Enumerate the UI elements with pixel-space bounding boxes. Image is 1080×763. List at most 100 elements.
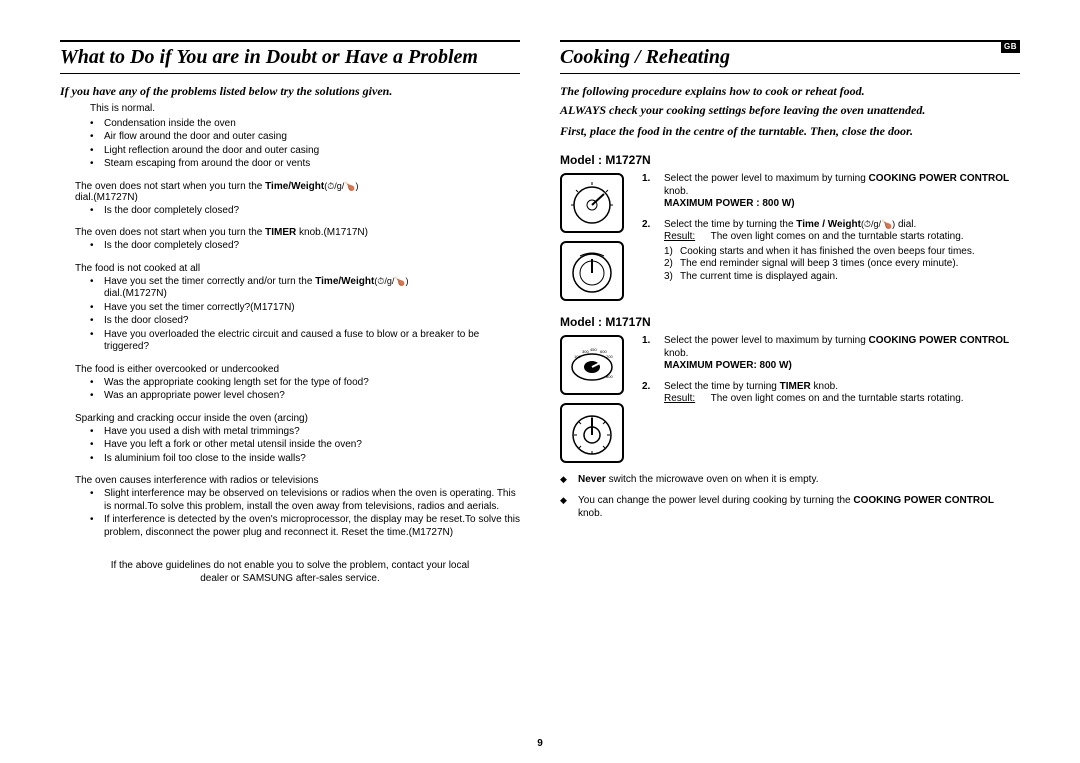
list-item: Is the door closed?: [90, 315, 520, 328]
txt: You can change the power level during co…: [578, 495, 853, 506]
list-item: Slight interference may be observed on t…: [90, 488, 520, 513]
svg-text:300: 300: [582, 349, 589, 354]
right-title: Cooking / Reheating: [560, 46, 1020, 69]
svg-text:700: 700: [606, 354, 613, 359]
group-head: The oven does not start when you turn th…: [75, 181, 520, 203]
power-dial-icon: [560, 173, 624, 233]
power-dial-icon: 100300450600700800: [560, 335, 624, 395]
svg-text:800: 800: [606, 374, 613, 379]
group-head: The food is not cooked at all: [75, 263, 520, 274]
symbol-icon: (⏱/g/🍗): [324, 181, 358, 191]
step-text: Select the power level to maximum by tur…: [664, 173, 1020, 211]
list-item: Was an appropriate power level chosen?: [90, 390, 520, 403]
result-label: Result:: [664, 231, 695, 242]
step-item: 2. Select the time by turning TIMER knob…: [642, 381, 1020, 406]
rule: [560, 40, 1020, 42]
list-item: Steam escaping from around the door or v…: [90, 158, 520, 171]
bold: MAXIMUM POWER : 800 W): [664, 198, 795, 209]
txt: Select the power level to maximum by tur…: [664, 173, 869, 184]
list-item: Condensation inside the oven: [90, 118, 520, 131]
txt: knob.: [664, 348, 688, 359]
txt: dial.(M1727N): [104, 288, 167, 299]
txt: The current time is displayed again.: [680, 271, 838, 282]
note-item: Never switch the microwave oven on when …: [560, 473, 1020, 486]
txt: knob.(M1717N): [296, 227, 368, 238]
g5-list: Have you used a dish with metal trimming…: [90, 426, 520, 466]
bold: COOKING POWER CONTROL: [853, 495, 994, 506]
rule: [60, 73, 520, 74]
bold: Time / Weight: [796, 219, 861, 230]
symbol-icon: (⏱/g/🍗): [861, 219, 895, 229]
txt: knob.: [578, 508, 602, 519]
result-text: The oven light comes on and the turntabl…: [711, 393, 964, 404]
model1-head: Model : M1727N: [560, 153, 1020, 167]
result-text: The oven light comes on and the turntabl…: [711, 231, 964, 242]
svg-text:450: 450: [590, 347, 597, 352]
left-title: What to Do if You are in Doubt or Have a…: [60, 46, 520, 69]
bold: Time/Weight: [315, 276, 374, 287]
rule: [60, 40, 520, 42]
step-num: 2.: [642, 219, 656, 284]
page-container: What to Do if You are in Doubt or Have a…: [60, 40, 1020, 585]
group-head: The oven causes interference with radios…: [75, 475, 520, 486]
step-text: Select the time by turning the Time / We…: [664, 219, 1020, 284]
list-item: Have you left a fork or other metal uten…: [90, 439, 520, 452]
txt: Cooking starts and when it has finished …: [680, 246, 975, 257]
list-item: Have you set the timer correctly and/or …: [90, 276, 520, 301]
step-text: Select the power level to maximum by tur…: [664, 335, 1020, 373]
step-text: Select the time by turning TIMER knob. R…: [664, 381, 1020, 406]
list-item: Have you used a dish with metal trimming…: [90, 426, 520, 439]
notes-list: Never switch the microwave oven on when …: [560, 473, 1020, 520]
g6-list: Slight interference may be observed on t…: [90, 488, 520, 539]
group-head: Sparking and cracking occur inside the o…: [75, 413, 520, 424]
sub-item: 1)Cooking starts and when it has finishe…: [664, 246, 1020, 259]
m1-list: 1. Select the power level to maximum by …: [642, 173, 1020, 301]
list-item: Is the door completely closed?: [90, 205, 520, 218]
g4-list: Was the appropriate cooking length set f…: [90, 377, 520, 403]
step-item: 1. Select the power level to maximum by …: [642, 335, 1020, 373]
txt: The oven does not start when you turn th…: [75, 227, 265, 238]
step-num: 1.: [642, 173, 656, 211]
sub-list: 1)Cooking starts and when it has finishe…: [664, 246, 1020, 284]
group-head: The food is either overcooked or underco…: [75, 364, 520, 375]
list-item: Air flow around the door and outer casin…: [90, 131, 520, 144]
right-intro3: First, place the food in the centre of t…: [560, 124, 1020, 139]
symbol-icon: (⏱/g/🍗): [374, 276, 408, 286]
txt: knob.: [811, 381, 838, 392]
bold: COOKING POWER CONTROL: [869, 335, 1010, 346]
left-column: What to Do if You are in Doubt or Have a…: [60, 40, 520, 585]
list-item: Have you overloaded the electric circuit…: [90, 329, 520, 354]
model2-head: Model : M1717N: [560, 315, 1020, 329]
step-num: 1.: [642, 335, 656, 373]
page-number: 9: [537, 738, 543, 749]
bold: MAXIMUM POWER: 800 W): [664, 360, 792, 371]
g1-list: Is the door completely closed?: [90, 205, 520, 218]
txt: dial.(M1727N): [75, 192, 138, 203]
dial-column: [560, 173, 630, 301]
model2-steps: 100300450600700800 1. Select the power l…: [560, 335, 1020, 463]
right-intro1: The following procedure explains how to …: [560, 84, 1020, 99]
sub-item: 3)The current time is displayed again.: [664, 271, 1020, 284]
txt: switch the microwave oven on when it is …: [606, 474, 819, 485]
group-head: The oven does not start when you turn th…: [75, 227, 520, 238]
note-item: You can change the power level during co…: [560, 494, 1020, 520]
txt: knob.: [664, 186, 688, 197]
result-label: Result:: [664, 393, 695, 404]
bold: TIMER: [265, 227, 296, 238]
normal-head: This is normal.: [90, 103, 520, 116]
right-column: GB Cooking / Reheating The following pro…: [560, 40, 1020, 585]
timer-dial-icon: [560, 403, 624, 463]
step-num: 2.: [642, 381, 656, 406]
sub-item: 2)The end reminder signal will beep 3 ti…: [664, 258, 1020, 271]
model1-steps: 1. Select the power level to maximum by …: [560, 173, 1020, 301]
rule: [560, 73, 1020, 74]
normal-list: Condensation inside the oven Air flow ar…: [90, 118, 520, 171]
bold: Time/Weight: [265, 181, 324, 192]
step-item: 1. Select the power level to maximum by …: [642, 173, 1020, 211]
txt: dial.: [895, 219, 916, 230]
list-item: Have you set the timer correctly?(M1717N…: [90, 302, 520, 315]
txt: Select the time by turning the: [664, 219, 796, 230]
bold: COOKING POWER CONTROL: [869, 173, 1010, 184]
list-item: Was the appropriate cooking length set f…: [90, 377, 520, 390]
g2-list: Is the door completely closed?: [90, 240, 520, 253]
